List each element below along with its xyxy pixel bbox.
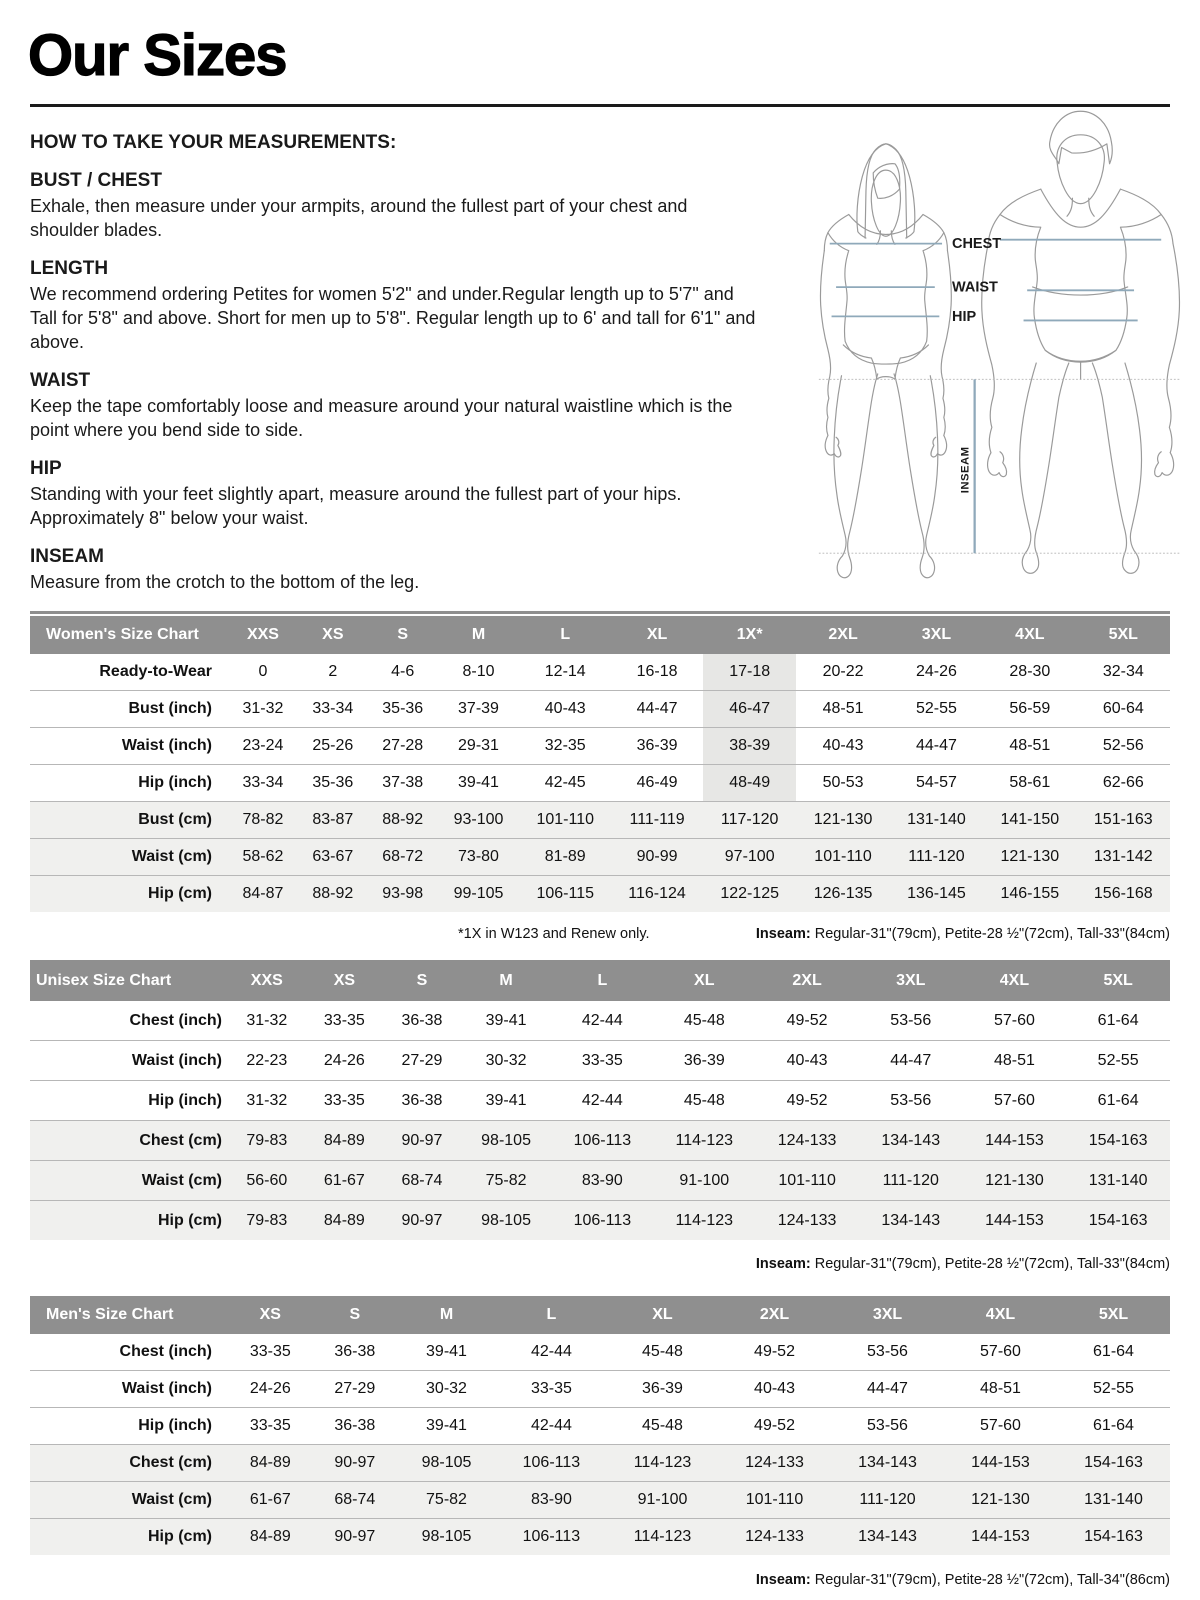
svg-text:INSEAM: INSEAM <box>959 447 971 494</box>
svg-text:CHEST: CHEST <box>952 236 1001 252</box>
svg-text:WAIST: WAIST <box>952 279 998 295</box>
svg-text:HIP: HIP <box>952 309 976 325</box>
